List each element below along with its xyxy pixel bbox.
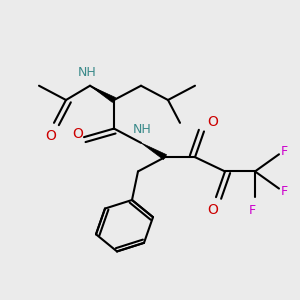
Text: O: O (46, 129, 56, 142)
Text: NH: NH (133, 123, 152, 136)
Text: NH: NH (78, 66, 96, 79)
Text: O: O (73, 127, 83, 141)
Polygon shape (141, 143, 167, 160)
Text: F: F (280, 185, 288, 198)
Polygon shape (90, 86, 116, 102)
Text: F: F (248, 204, 256, 217)
Text: O: O (208, 203, 218, 217)
Text: O: O (207, 115, 218, 129)
Text: F: F (280, 145, 288, 158)
